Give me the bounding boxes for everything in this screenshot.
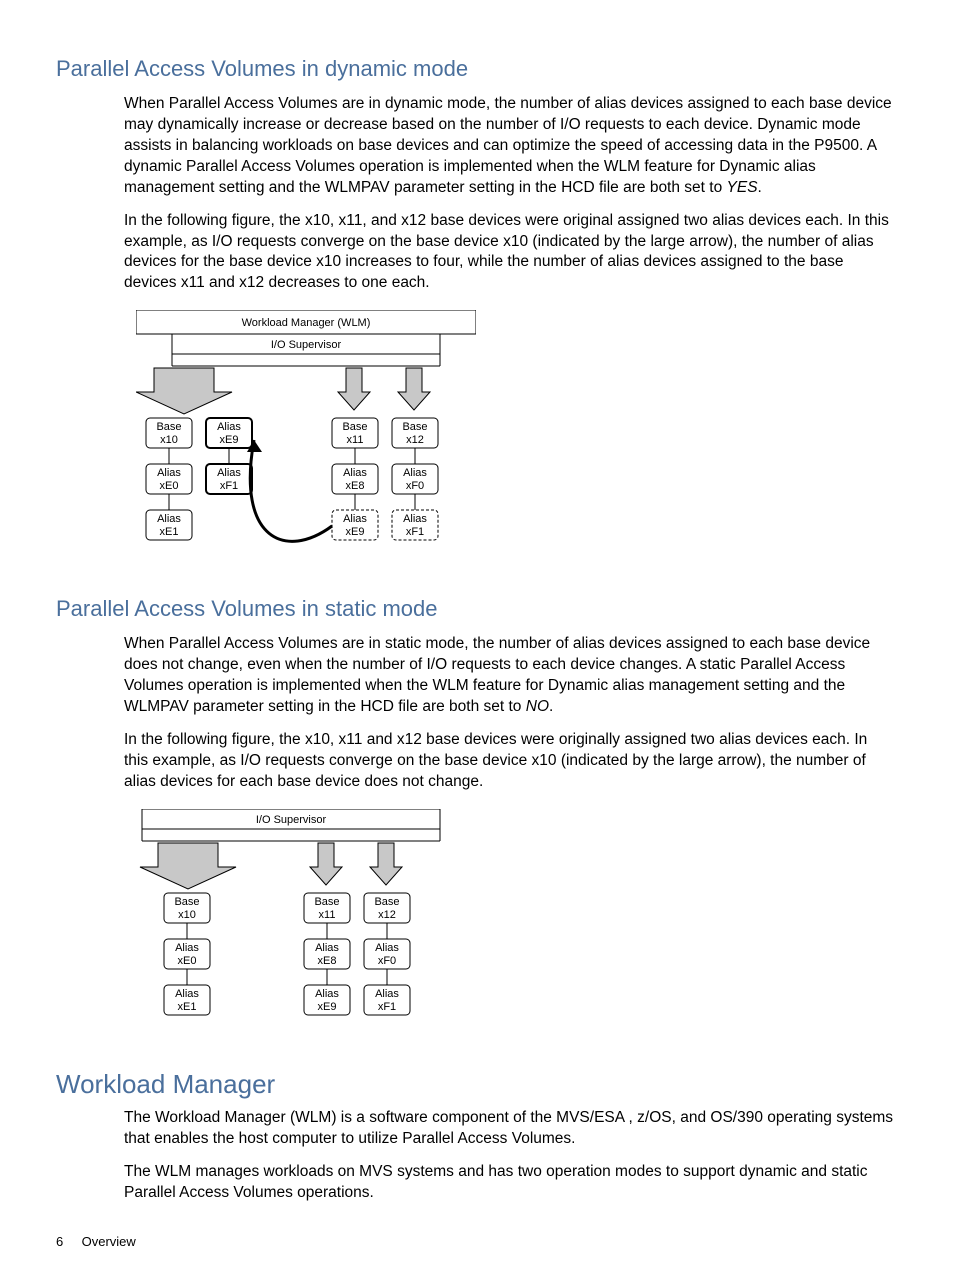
svg-text:xE9: xE9: [318, 1001, 337, 1013]
svg-text:Base: Base: [374, 896, 399, 908]
section2-title: Parallel Access Volumes in static mode: [56, 596, 894, 622]
fig2-alias-xE1: Alias xE1: [164, 985, 210, 1015]
svg-text:Base: Base: [174, 896, 199, 908]
section2-p1-after: .: [549, 698, 553, 715]
fig2-io-label: I/O Supervisor: [256, 814, 327, 826]
svg-text:Alias: Alias: [315, 988, 339, 1000]
svg-text:Alias: Alias: [375, 988, 399, 1000]
fig1-base-x12: Base x12: [392, 418, 438, 448]
fig2-base-x11: Base x11: [304, 893, 350, 923]
svg-text:Base: Base: [156, 421, 181, 433]
fig2-alias-xE8: Alias xE8: [304, 939, 350, 969]
fig1-alias-xE9-moved: Alias xE9: [206, 418, 252, 448]
svg-text:xF0: xF0: [406, 480, 424, 492]
fig1-ghost-xF1: Alias xF1: [392, 510, 438, 540]
svg-text:Alias: Alias: [343, 467, 367, 479]
page-footer: 6 Overview: [56, 1234, 136, 1249]
svg-text:Alias: Alias: [157, 467, 181, 479]
figure-static-mode: I/O Supervisor Base x10: [136, 809, 894, 1049]
fig1-alias-xE0: Alias xE0: [146, 464, 192, 494]
svg-text:Base: Base: [314, 896, 339, 908]
section3-para1: The Workload Manager (WLM) is a software…: [124, 1108, 894, 1150]
svg-text:Alias: Alias: [403, 513, 427, 525]
svg-text:xE9: xE9: [346, 526, 365, 538]
fig1-small-arrow-mid-icon: [338, 368, 370, 410]
fig1-base-x11: Base x11: [332, 418, 378, 448]
svg-text:Alias: Alias: [175, 988, 199, 1000]
svg-text:x11: x11: [319, 909, 336, 921]
svg-text:Base: Base: [402, 421, 427, 433]
svg-text:xF1: xF1: [378, 1001, 396, 1013]
svg-text:Alias: Alias: [217, 467, 241, 479]
section2-p1-em: NO: [526, 698, 549, 715]
fig1-base-x10: Base x10: [146, 418, 192, 448]
svg-text:xE0: xE0: [178, 955, 197, 967]
section1-title: Parallel Access Volumes in dynamic mode: [56, 56, 894, 82]
fig1-alias-xE8: Alias xE8: [332, 464, 378, 494]
fig2-small-arrow-mid-icon: [310, 843, 342, 885]
fig2-small-arrow-right-icon: [370, 843, 402, 885]
fig1-alias-xF1-moved: Alias xF1: [206, 464, 252, 494]
svg-text:Alias: Alias: [315, 942, 339, 954]
figure-dynamic-mode: Workload Manager (WLM) I/O Supervisor: [136, 310, 894, 576]
svg-text:x10: x10: [160, 434, 178, 446]
section1-p1-em: YES: [727, 179, 758, 196]
section1-p1-after: .: [758, 179, 762, 196]
section1-para2: In the following figure, the x10, x11, a…: [124, 211, 894, 295]
svg-text:xE0: xE0: [160, 480, 179, 492]
svg-text:xE1: xE1: [160, 526, 179, 538]
svg-text:Alias: Alias: [343, 513, 367, 525]
svg-text:Alias: Alias: [375, 942, 399, 954]
fig1-wlm-label: Workload Manager (WLM): [242, 317, 371, 329]
svg-text:Alias: Alias: [217, 421, 241, 433]
fig2-base-x10: Base x10: [164, 893, 210, 923]
svg-text:x11: x11: [347, 434, 364, 446]
page-number: 6: [56, 1234, 78, 1249]
svg-text:xF0: xF0: [378, 955, 396, 967]
fig2-alias-xF0: Alias xF0: [364, 939, 410, 969]
fig2-alias-xE0: Alias xE0: [164, 939, 210, 969]
fig1-alias-xF0: Alias xF0: [392, 464, 438, 494]
svg-text:xE9: xE9: [220, 434, 239, 446]
section1-p1-text: When Parallel Access Volumes are in dyna…: [124, 95, 892, 196]
footer-label: Overview: [82, 1234, 136, 1249]
fig2-big-arrow-icon: [140, 843, 236, 889]
section2-p1-text: When Parallel Access Volumes are in stat…: [124, 635, 870, 715]
svg-text:Base: Base: [342, 421, 367, 433]
fig1-ghost-xE9: Alias xE9: [332, 510, 378, 540]
section1-para1: When Parallel Access Volumes are in dyna…: [124, 94, 894, 199]
svg-text:xF1: xF1: [220, 480, 238, 492]
fig1-io-label: I/O Supervisor: [271, 339, 342, 351]
svg-text:Alias: Alias: [175, 942, 199, 954]
fig1-small-arrow-right-icon: [398, 368, 430, 410]
section3-para2: The WLM manages workloads on MVS systems…: [124, 1162, 894, 1204]
section2-para2: In the following figure, the x10, x11 an…: [124, 730, 894, 793]
fig2-base-x12: Base x12: [364, 893, 410, 923]
svg-text:xE8: xE8: [346, 480, 365, 492]
fig1-big-arrow-icon: [136, 368, 232, 414]
section3-title: Workload Manager: [56, 1069, 894, 1100]
section2-para1: When Parallel Access Volumes are in stat…: [124, 634, 894, 718]
fig2-alias-xF1: Alias xF1: [364, 985, 410, 1015]
svg-text:xF1: xF1: [406, 526, 424, 538]
svg-text:x12: x12: [406, 434, 424, 446]
svg-text:xE1: xE1: [178, 1001, 197, 1013]
fig1-move-arrow-icon: [247, 440, 332, 541]
svg-text:xE8: xE8: [318, 955, 337, 967]
fig1-alias-xE1: Alias xE1: [146, 510, 192, 540]
fig2-alias-xE9: Alias xE9: [304, 985, 350, 1015]
svg-text:x12: x12: [378, 909, 396, 921]
svg-text:Alias: Alias: [157, 513, 181, 525]
svg-text:x10: x10: [178, 909, 196, 921]
svg-text:Alias: Alias: [403, 467, 427, 479]
